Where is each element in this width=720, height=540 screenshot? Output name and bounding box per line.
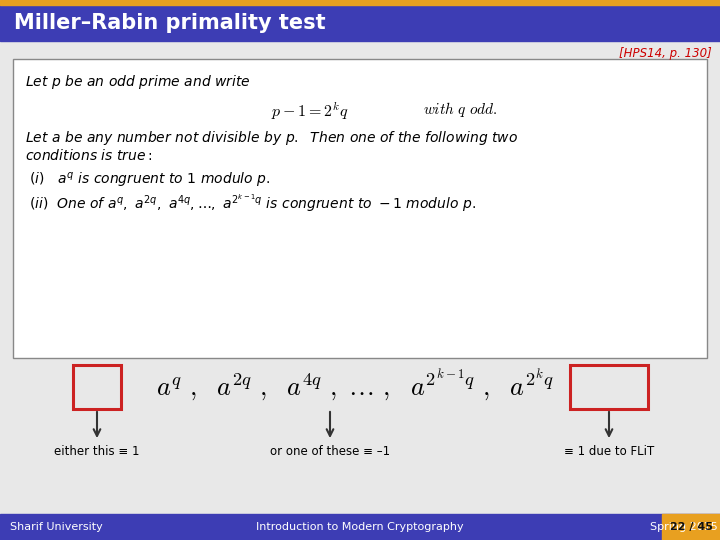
Text: $\mathit{(i)\ \ \ a^q\ is\ congruent\ to\ 1\ modulo\ p.}$: $\mathit{(i)\ \ \ a^q\ is\ congruent\ to… <box>29 171 271 190</box>
Text: $\mathit{(ii)\ \ One\ of\ a^q,\ a^{2q},\ a^{4q},\ldots,\ a^{2^{k-1}q}\ is\ congr: $\mathit{(ii)\ \ One\ of\ a^q,\ a^{2q},\… <box>29 192 476 214</box>
Text: $\mathit{Let\ p\ be\ an\ odd\ prime\ and\ write}$: $\mathit{Let\ p\ be\ an\ odd\ prime\ and… <box>25 73 251 91</box>
Text: $\mathit{Let\ a\ be\ any\ number\ not\ divisible\ by\ p.\ \ Then\ one\ of\ the\ : $\mathit{Let\ a\ be\ any\ number\ not\ d… <box>25 129 518 147</box>
Bar <box>0 5 720 41</box>
Text: Sharif University: Sharif University <box>10 522 103 532</box>
Bar <box>13 59 707 358</box>
Bar <box>662 514 720 540</box>
Text: Miller–Rabin primality test: Miller–Rabin primality test <box>14 13 325 33</box>
Text: either this ≡ 1: either this ≡ 1 <box>54 445 140 458</box>
Text: $\mathit{with\ q\ odd.}$: $\mathit{with\ q\ odd.}$ <box>423 100 498 119</box>
Text: $p - 1 = 2^k q$: $p - 1 = 2^k q$ <box>271 100 348 122</box>
Bar <box>0 514 720 540</box>
Text: ≡ 1 due to FLiT: ≡ 1 due to FLiT <box>564 445 654 458</box>
Text: $\mathit{conditions\ is\ true:}$: $\mathit{conditions\ is\ true:}$ <box>25 148 153 163</box>
Text: Spring 2015: Spring 2015 <box>650 522 718 532</box>
Text: or one of these ≡ –1: or one of these ≡ –1 <box>270 445 390 458</box>
Bar <box>570 365 648 409</box>
Text: $a^q\ ,\ \ a^{2q}\ ,\ \ a^{4q}\ ,\ \ldots\ ,\ \ a^{2^{k-1}q}\ ,\ \ a^{2^kq}$: $a^q\ ,\ \ a^{2q}\ ,\ \ a^{4q}\ ,\ \ldot… <box>156 367 554 403</box>
Bar <box>73 365 121 409</box>
Text: 22 / 45: 22 / 45 <box>670 522 712 532</box>
Text: [HPS14, p. 130]: [HPS14, p. 130] <box>619 47 712 60</box>
Text: Introduction to Modern Cryptography: Introduction to Modern Cryptography <box>256 522 464 532</box>
Bar <box>0 0 720 5</box>
